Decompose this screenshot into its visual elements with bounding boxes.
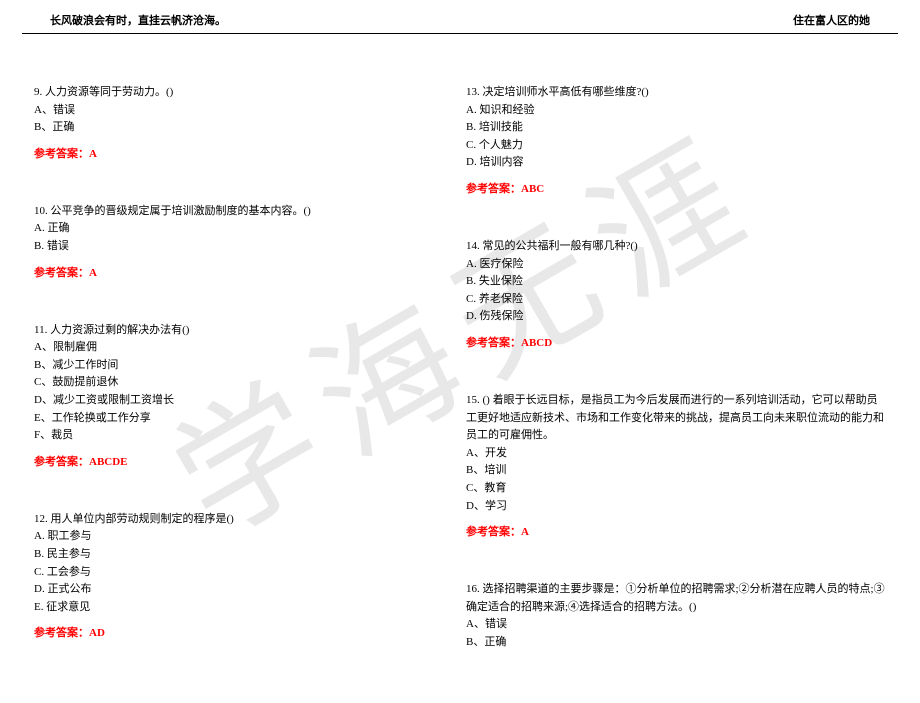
question-text: 10. 公平竞争的晋级规定属于培训激励制度的基本内容。() — [34, 203, 454, 221]
answer-text: 参考答案：ABC — [466, 180, 886, 196]
question-text: 14. 常见的公共福利一般有哪几种?() — [466, 238, 886, 256]
option: E. 征求意见 — [34, 599, 454, 617]
option: A. 知识和经验 — [466, 102, 886, 120]
option: A. 正确 — [34, 220, 454, 238]
option: B. 错误 — [34, 238, 454, 256]
option: A、限制雇佣 — [34, 339, 454, 357]
option: D. 正式公布 — [34, 581, 454, 599]
option: B. 培训技能 — [466, 119, 886, 137]
question-11: 11. 人力资源过剩的解决办法有() A、限制雇佣 B、减少工作时间 C、鼓励提… — [34, 322, 454, 469]
header-left-quote: 长风破浪会有时，直挂云帆济沧海。 — [50, 12, 226, 28]
answer-text: 参考答案：ABCDE — [34, 453, 454, 469]
option: C. 个人魅力 — [466, 137, 886, 155]
option: B、减少工作时间 — [34, 357, 454, 375]
page-header: 长风破浪会有时，直挂云帆济沧海。 住在富人区的她 — [22, 0, 898, 34]
option: C. 工会参与 — [34, 564, 454, 582]
option: C、教育 — [466, 480, 886, 498]
option: A、开发 — [466, 445, 886, 463]
option: B、培训 — [466, 462, 886, 480]
option: D. 伤残保险 — [466, 308, 886, 326]
option: A、错误 — [466, 616, 886, 634]
option: F、裁员 — [34, 427, 454, 445]
content-area: 9. 人力资源等同于劳动力。() A、错误 B、正确 参考答案：A 10. 公平… — [0, 34, 920, 703]
question-15: 15. () 着眼于长远目标，是指员工为今后发展而进行的一系列培训活动，它可以帮… — [466, 392, 886, 539]
question-text: 13. 决定培训师水平高低有哪些维度?() — [466, 84, 886, 102]
option: D、减少工资或限制工资增长 — [34, 392, 454, 410]
question-text: 15. () 着眼于长远目标，是指员工为今后发展而进行的一系列培训活动，它可以帮… — [466, 392, 886, 445]
option: B. 失业保险 — [466, 273, 886, 291]
option: C、鼓励提前退休 — [34, 374, 454, 392]
question-text: 11. 人力资源过剩的解决办法有() — [34, 322, 454, 340]
option: A. 医疗保险 — [466, 256, 886, 274]
option: E、工作轮换或工作分享 — [34, 410, 454, 428]
question-text: 12. 用人单位内部劳动规则制定的程序是() — [34, 511, 454, 529]
question-13: 13. 决定培训师水平高低有哪些维度?() A. 知识和经验 B. 培训技能 C… — [466, 84, 886, 196]
option: D. 培训内容 — [466, 154, 886, 172]
question-14: 14. 常见的公共福利一般有哪几种?() A. 医疗保险 B. 失业保险 C. … — [466, 238, 886, 350]
option: B. 民主参与 — [34, 546, 454, 564]
right-column: 13. 决定培训师水平高低有哪些维度?() A. 知识和经验 B. 培训技能 C… — [460, 84, 892, 693]
answer-text: 参考答案：A — [466, 523, 886, 539]
option: B、正确 — [466, 634, 886, 652]
answer-text: 参考答案：A — [34, 264, 454, 280]
question-16: 16. 选择招聘渠道的主要步骤是：①分析单位的招聘需求;②分析潜在应聘人员的特点… — [466, 581, 886, 651]
answer-text: 参考答案：ABCD — [466, 334, 886, 350]
answer-text: 参考答案：A — [34, 145, 454, 161]
question-text: 9. 人力资源等同于劳动力。() — [34, 84, 454, 102]
option: B、正确 — [34, 119, 454, 137]
option: C. 养老保险 — [466, 291, 886, 309]
question-text: 16. 选择招聘渠道的主要步骤是：①分析单位的招聘需求;②分析潜在应聘人员的特点… — [466, 581, 886, 616]
answer-text: 参考答案：AD — [34, 624, 454, 640]
question-12: 12. 用人单位内部劳动规则制定的程序是() A. 职工参与 B. 民主参与 C… — [34, 511, 454, 641]
option: A. 职工参与 — [34, 528, 454, 546]
option: D、学习 — [466, 498, 886, 516]
question-9: 9. 人力资源等同于劳动力。() A、错误 B、正确 参考答案：A — [34, 84, 454, 161]
left-column: 9. 人力资源等同于劳动力。() A、错误 B、正确 参考答案：A 10. 公平… — [28, 84, 460, 693]
option: A、错误 — [34, 102, 454, 120]
header-right-text: 住在富人区的她 — [793, 12, 870, 28]
question-10: 10. 公平竞争的晋级规定属于培训激励制度的基本内容。() A. 正确 B. 错… — [34, 203, 454, 280]
